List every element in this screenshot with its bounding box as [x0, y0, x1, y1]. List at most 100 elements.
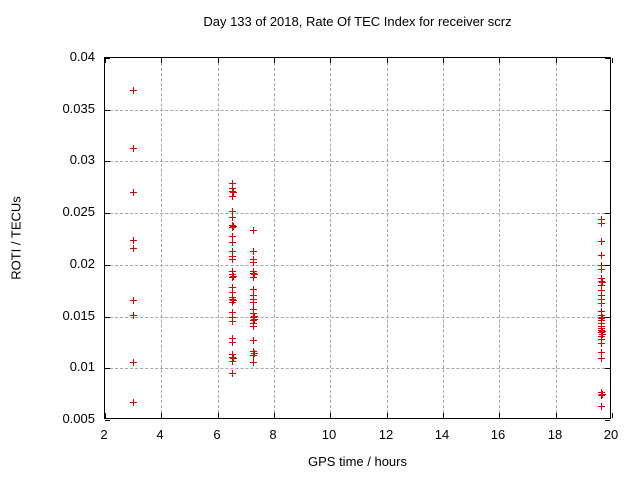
data-point-marker	[229, 335, 236, 342]
vertical-gridline	[218, 58, 219, 418]
x-tick-bottom	[443, 413, 444, 418]
horizontal-gridline	[105, 161, 610, 162]
x-tick-top	[499, 58, 500, 63]
x-tick-bottom	[556, 413, 557, 418]
data-point-marker	[130, 359, 137, 366]
y-tick-left	[105, 317, 110, 318]
data-point-marker	[130, 189, 137, 196]
horizontal-gridline	[105, 317, 610, 318]
data-point-marker	[250, 337, 257, 344]
chart-title: Day 133 of 2018, Rate Of TEC Index for r…	[203, 14, 512, 29]
y-tick-right	[605, 110, 610, 111]
data-point-marker	[229, 339, 236, 346]
y-tick-label: 0.04	[69, 49, 95, 64]
horizontal-gridline	[105, 368, 610, 369]
data-point-marker	[250, 323, 257, 330]
y-tick-right	[605, 58, 610, 59]
data-point-marker	[598, 282, 605, 289]
data-point-marker	[599, 314, 606, 321]
y-tick-label: 0.005	[62, 411, 95, 426]
x-tick-top	[556, 58, 557, 63]
x-tick-top	[274, 58, 275, 63]
data-point-marker	[229, 289, 236, 296]
vertical-gridline	[161, 58, 162, 418]
data-point-marker	[230, 189, 237, 196]
data-point-marker	[130, 145, 137, 152]
data-point-marker	[598, 292, 605, 299]
data-point-marker	[250, 270, 257, 277]
y-tick-left	[105, 161, 110, 162]
data-point-marker	[598, 278, 605, 285]
data-point-marker	[598, 266, 605, 273]
data-point-marker	[250, 310, 257, 317]
vertical-gridline	[274, 58, 275, 418]
x-tick-label: 8	[269, 427, 277, 442]
x-tick-label: 20	[603, 427, 619, 442]
data-point-marker	[130, 237, 137, 244]
data-point-marker	[598, 216, 605, 223]
x-tick-bottom	[387, 413, 388, 418]
data-point-marker	[229, 299, 236, 306]
data-point-marker	[229, 188, 236, 195]
data-point-marker	[229, 370, 236, 377]
x-tick-label: 14	[434, 427, 450, 442]
x-tick-top	[218, 58, 219, 63]
data-point-marker	[250, 227, 257, 234]
data-point-marker	[130, 312, 137, 319]
x-tick-bottom	[218, 413, 219, 418]
data-point-marker	[130, 245, 137, 252]
data-point-marker	[229, 180, 236, 187]
data-point-marker	[229, 274, 236, 281]
horizontal-gridline	[105, 110, 610, 111]
x-tick-bottom	[499, 413, 500, 418]
x-tick-label: 12	[378, 427, 394, 442]
data-point-marker	[229, 256, 236, 263]
y-tick-left	[105, 265, 110, 266]
data-point-marker	[250, 292, 257, 299]
data-point-marker	[250, 299, 257, 306]
x-tick-top	[443, 58, 444, 63]
x-tick-bottom	[612, 413, 613, 418]
data-point-marker	[229, 354, 236, 361]
y-tick-left	[105, 58, 110, 59]
y-tick-left	[105, 420, 110, 421]
data-point-marker	[229, 248, 236, 255]
data-point-marker	[598, 403, 605, 410]
data-point-marker	[230, 223, 237, 230]
y-tick-left	[105, 368, 110, 369]
data-point-marker	[250, 348, 257, 355]
data-point-marker	[598, 220, 605, 227]
data-point-marker	[130, 399, 137, 406]
y-axis-title: ROTI / TECUs	[8, 196, 24, 280]
x-tick-label: 18	[547, 427, 563, 442]
x-tick-bottom	[330, 413, 331, 418]
data-point-marker	[250, 306, 257, 313]
y-tick-right	[605, 368, 610, 369]
x-tick-label: 6	[213, 427, 221, 442]
data-point-marker	[229, 224, 236, 231]
x-tick-top	[387, 58, 388, 63]
data-point-marker	[251, 271, 258, 278]
data-point-marker	[598, 336, 605, 343]
data-point-marker	[130, 297, 137, 304]
x-tick-top	[105, 58, 106, 63]
data-point-marker	[229, 193, 236, 200]
data-point-marker	[598, 340, 605, 347]
data-point-marker	[250, 259, 257, 266]
data-point-marker	[598, 296, 605, 303]
data-point-marker	[229, 284, 236, 291]
y-tick-label: 0.01	[69, 359, 95, 374]
data-point-marker	[599, 391, 606, 398]
vertical-gridline	[499, 58, 500, 418]
x-tick-top	[330, 58, 331, 63]
vertical-gridline	[330, 58, 331, 418]
x-tick-top	[612, 58, 613, 63]
data-point-marker	[251, 316, 258, 323]
y-tick-label: 0.015	[62, 308, 95, 323]
data-point-marker	[250, 286, 257, 293]
data-point-marker	[598, 252, 605, 259]
x-tick-label: 2	[100, 427, 108, 442]
data-point-marker	[250, 274, 257, 281]
data-point-marker	[229, 239, 236, 246]
vertical-gridline	[443, 58, 444, 418]
